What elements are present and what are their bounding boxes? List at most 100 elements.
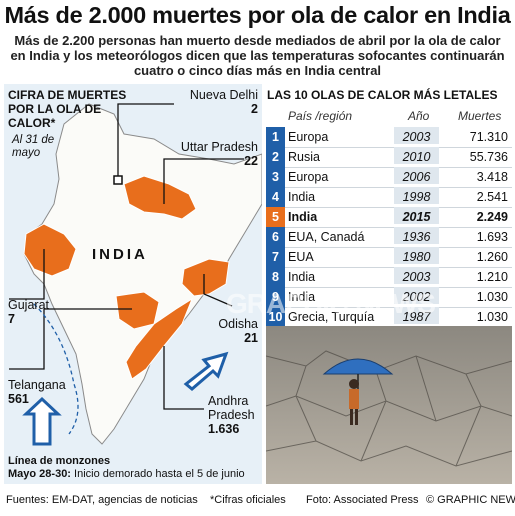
label-telangana: Telangana 561 [8, 378, 66, 406]
region-name: Telangana [8, 378, 66, 392]
deaths-cell: 3.418 [476, 170, 508, 184]
monsoon-caption: Línea de monzones Mayo 28-30: Inicio dem… [8, 455, 245, 481]
year-cell: 1987 [394, 307, 439, 324]
monsoon-arrow-west [22, 396, 62, 446]
table-row: 4 India 1998 2.541 [266, 187, 512, 208]
rank-cell: 5 [266, 207, 285, 227]
region-name: Andhra Pradesh [208, 394, 255, 422]
region-deaths: 561 [8, 392, 29, 406]
deaths-cell: 1.693 [476, 230, 508, 244]
table-row: 1 Europa 2003 71.310 [266, 127, 512, 148]
table-row: 2 Rusia 2010 55.736 [266, 147, 512, 168]
country-cell: India [288, 210, 318, 224]
deaths-cell: 1.210 [476, 270, 508, 284]
country-cell: India [288, 270, 316, 284]
col-header-deaths: Muertes [458, 109, 502, 123]
region-name: Gujarat [8, 298, 49, 312]
country-cell: India [288, 190, 316, 204]
rank-cell: 8 [266, 267, 285, 287]
region-name: Uttar Pradesh [180, 140, 258, 154]
year-cell: 2003 [394, 127, 439, 144]
region-deaths: 21 [244, 331, 258, 345]
india-map: Cifra de Muertes por la Ola de Calor* Al… [4, 84, 262, 484]
table-row: 8 India 2003 1.210 [266, 267, 512, 288]
year-cell: 2006 [394, 167, 439, 184]
deaths-cell: 2.541 [476, 190, 508, 204]
year-cell: 2015 [394, 207, 439, 224]
region-deaths: 1.636 [208, 422, 240, 436]
rank-cell: 4 [266, 187, 285, 207]
footer-sources: Fuentes: EM-DAT, agencias de noticias [6, 494, 198, 506]
table-row: 9 India 2002 1.030 [266, 287, 512, 308]
label-andhra-pradesh: Andhra Pradesh 1.636 [208, 394, 262, 436]
region-name: Odisha [218, 317, 258, 331]
footer-official: *Cifras oficiales [210, 494, 286, 506]
region-gujarat [23, 223, 77, 277]
map-heading: Cifra de Muertes por la Ola de Calor* [8, 88, 127, 130]
table-row: 3 Europa 2006 3.418 [266, 167, 512, 188]
deaths-cell: 1.030 [476, 310, 508, 324]
rank-cell: 9 [266, 287, 285, 307]
rank-cell: 10 [266, 307, 285, 327]
label-nueva-delhi: Nueva Delhi 2 [176, 88, 258, 116]
table-row: 6 EUA, Canadá 1936 1.693 [266, 227, 512, 248]
region-uttar-pradesh [123, 175, 197, 220]
monsoon-line [33, 303, 79, 435]
footer-credit: © GRAPHIC NEWS [426, 494, 515, 506]
photo-image [266, 326, 512, 484]
monsoon-title: Línea de monzones [8, 455, 111, 467]
year-cell: 2002 [394, 287, 439, 304]
umbrella-icon [322, 358, 394, 375]
rank-cell: 2 [266, 147, 285, 167]
page-title: Más de 2.000 muertes por ola de calor en… [4, 2, 511, 28]
country-cell: Europa [288, 170, 329, 184]
monsoon-date: Mayo 28-30: [8, 468, 71, 480]
year-cell: 1936 [394, 227, 439, 244]
region-deaths: 22 [244, 154, 258, 168]
label-gujarat: Gujarat 7 [8, 298, 49, 326]
table-row: 10 Grecia, Turquía 1987 1.030 [266, 307, 512, 328]
deaths-cell: 71.310 [469, 130, 508, 144]
deaths-cell: 1.260 [476, 250, 508, 264]
col-header-year: Año [408, 109, 430, 123]
table-row: 7 EUA 1980 1.260 [266, 247, 512, 268]
photo-drought [266, 326, 512, 484]
delhi-marker [113, 175, 123, 185]
country-cell: Europa [288, 130, 329, 144]
rank-cell: 3 [266, 167, 285, 187]
table-row: 5 India 2015 2.249 [266, 207, 512, 228]
country-cell: EUA [288, 250, 314, 264]
deaths-cell: 2.249 [476, 210, 508, 224]
year-cell: 1998 [394, 187, 439, 204]
page-subtitle: Más de 2.200 personas han muerto desde m… [10, 33, 505, 78]
country-cell: Grecia, Turquía [288, 310, 375, 324]
watermark: GRAPHIC NEWS [226, 288, 436, 319]
country-cell: Rusia [288, 150, 320, 164]
country-label: INDIA [92, 246, 148, 263]
rank-cell: 6 [266, 227, 285, 247]
monsoon-note: Inicio demorado hasta el 5 de junio [74, 468, 245, 480]
deaths-cell: 55.736 [469, 150, 508, 164]
country-cell: EUA, Canadá [288, 230, 365, 244]
footer-photo: Foto: Associated Press [306, 494, 419, 506]
rank-cell: 1 [266, 127, 285, 147]
region-odisha [181, 258, 230, 297]
region-andhra-pradesh [125, 297, 194, 380]
map-date-note: Al 31 de mayo [12, 134, 55, 159]
region-name: Nueva Delhi [189, 88, 258, 102]
year-cell: 2003 [394, 267, 439, 284]
label-odisha: Odisha 21 [200, 317, 258, 345]
region-deaths: 7 [8, 312, 15, 326]
table-title: Las 10 Olas de Calor Más Letales [267, 88, 498, 102]
year-cell: 1980 [394, 247, 439, 264]
country-cell: India [288, 290, 316, 304]
deaths-cell: 1.030 [476, 290, 508, 304]
monsoon-arrow-east [183, 351, 229, 391]
year-cell: 2010 [394, 147, 439, 164]
col-header-country: País /región [288, 109, 353, 123]
label-uttar-pradesh: Uttar Pradesh 22 [162, 140, 258, 168]
region-deaths: 2 [251, 102, 258, 116]
india-map-graphic [9, 103, 262, 446]
monsoon-line-text: Mayo 28-30: Inicio demorado hasta el 5 d… [8, 468, 245, 481]
rank-cell: 7 [266, 247, 285, 267]
